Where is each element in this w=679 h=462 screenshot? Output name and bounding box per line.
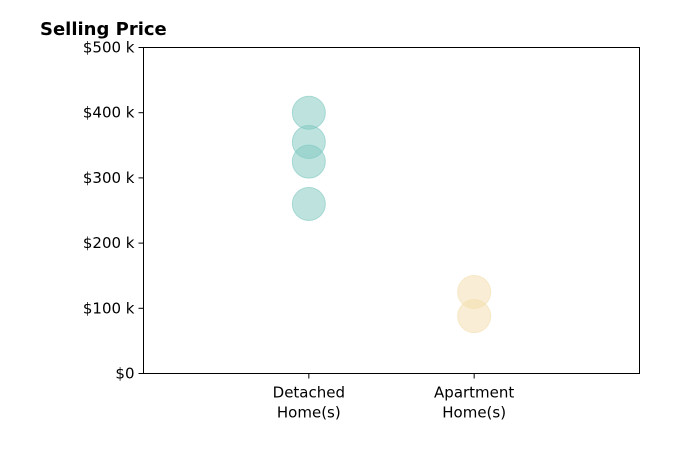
x-tick-label: Home(s) bbox=[442, 404, 506, 422]
chart-title: Selling Price bbox=[40, 19, 167, 40]
y-tick-label: $100 k bbox=[83, 299, 135, 317]
data-point bbox=[291, 95, 326, 130]
x-tick-label: Apartment bbox=[434, 384, 514, 402]
plot-frame bbox=[143, 47, 640, 374]
y-tick-label: $400 k bbox=[83, 104, 135, 122]
y-tick-label: $200 k bbox=[83, 234, 135, 252]
y-tick-label: $300 k bbox=[83, 169, 135, 187]
data-point bbox=[291, 186, 326, 221]
x-tick-label: Home(s) bbox=[277, 404, 341, 422]
data-point bbox=[291, 144, 326, 179]
x-tick-label: Detached bbox=[273, 384, 345, 402]
y-tick-label: $500 k bbox=[83, 39, 135, 57]
data-point bbox=[457, 299, 492, 334]
y-axis: $0 $100 k $200 k $300 k $400 k $500 k bbox=[83, 39, 144, 383]
data-points bbox=[291, 95, 492, 334]
y-tick-label: $0 bbox=[115, 365, 134, 383]
x-axis: Detached Home(s) Apartment Home(s) bbox=[273, 373, 514, 422]
